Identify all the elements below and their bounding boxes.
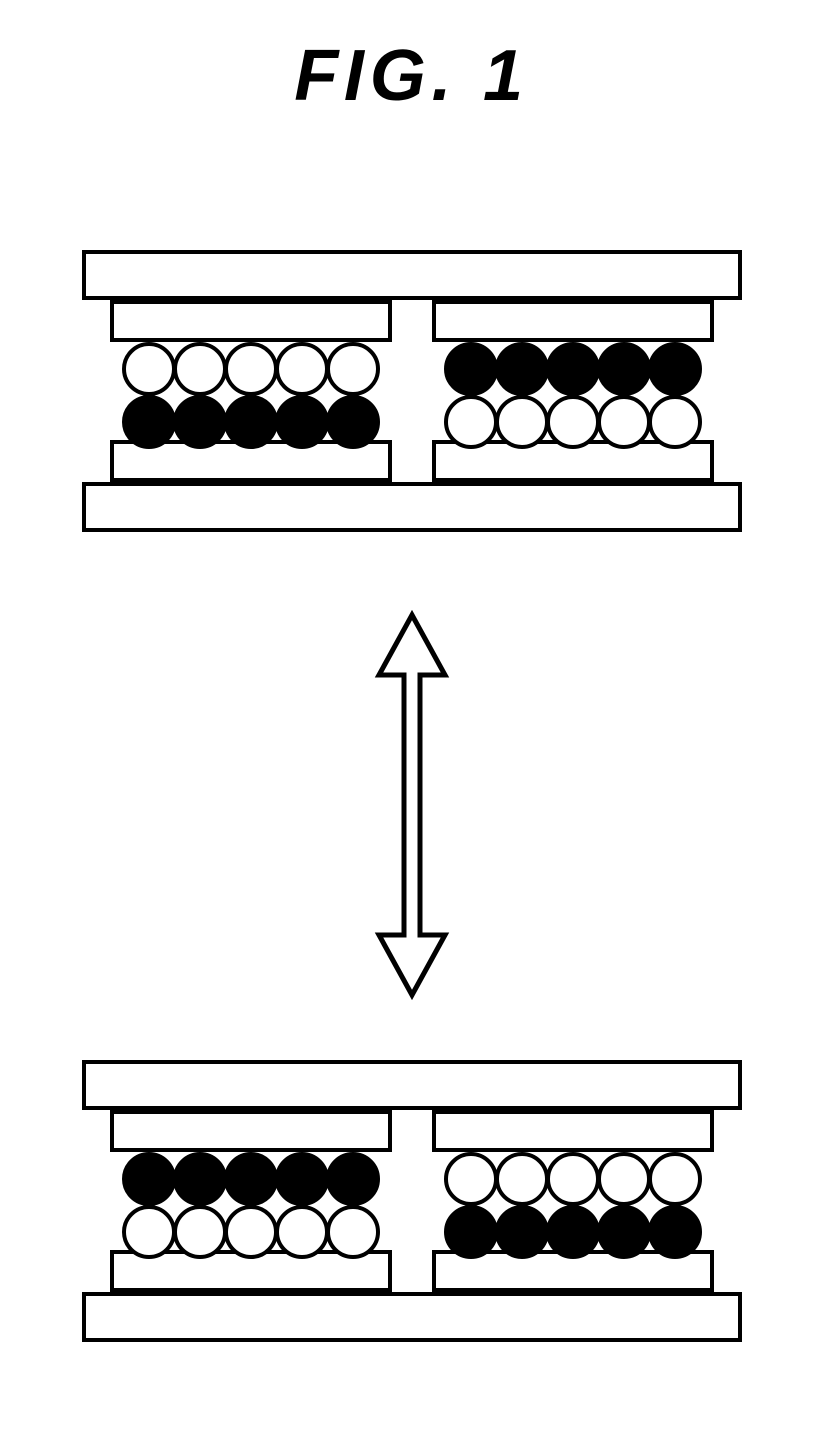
black-particle [326, 1152, 380, 1206]
white-particle [122, 342, 176, 396]
white-particle [326, 342, 380, 396]
panel-1 [82, 1060, 742, 1342]
white-particle [326, 1205, 380, 1259]
bottom-plate [82, 482, 742, 532]
double-arrow [374, 610, 450, 1005]
particle-row [444, 342, 702, 396]
particle-row [122, 1152, 380, 1206]
white-particle [597, 1152, 651, 1206]
figure-title: FIG. 1 [0, 35, 823, 117]
particle-row [122, 342, 380, 396]
black-particle [275, 1152, 329, 1206]
black-particle [648, 1205, 702, 1259]
white-particle [444, 395, 498, 449]
white-particle [546, 395, 600, 449]
black-particle [444, 342, 498, 396]
black-particle [495, 342, 549, 396]
black-particle [224, 395, 278, 449]
top-block [110, 300, 392, 342]
top-plate [82, 1060, 742, 1110]
bottom-plate [82, 1292, 742, 1342]
black-particle [275, 395, 329, 449]
white-particle [495, 395, 549, 449]
particle-row [122, 395, 380, 449]
panel-0 [82, 250, 742, 532]
white-particle [275, 1205, 329, 1259]
black-particle [173, 1152, 227, 1206]
particle-row [444, 1205, 702, 1259]
black-particle [597, 342, 651, 396]
white-particle [122, 1205, 176, 1259]
black-particle [597, 1205, 651, 1259]
particle-row [444, 395, 702, 449]
white-particle [224, 1205, 278, 1259]
black-particle [495, 1205, 549, 1259]
black-particle [546, 1205, 600, 1259]
white-particle [648, 395, 702, 449]
white-particle [444, 1152, 498, 1206]
white-particle [546, 1152, 600, 1206]
particle-row [444, 1152, 702, 1206]
black-particle [444, 1205, 498, 1259]
white-particle [173, 342, 227, 396]
double-arrow-svg [374, 610, 450, 1000]
white-particle [224, 342, 278, 396]
white-particle [275, 342, 329, 396]
particle-row [122, 1205, 380, 1259]
black-particle [648, 342, 702, 396]
black-particle [122, 1152, 176, 1206]
top-plate [82, 250, 742, 300]
white-particle [648, 1152, 702, 1206]
black-particle [224, 1152, 278, 1206]
black-particle [122, 395, 176, 449]
black-particle [173, 395, 227, 449]
top-block [110, 1110, 392, 1152]
black-particle [326, 395, 380, 449]
white-particle [173, 1205, 227, 1259]
black-particle [546, 342, 600, 396]
white-particle [495, 1152, 549, 1206]
white-particle [597, 395, 651, 449]
top-block [432, 1110, 714, 1152]
top-block [432, 300, 714, 342]
